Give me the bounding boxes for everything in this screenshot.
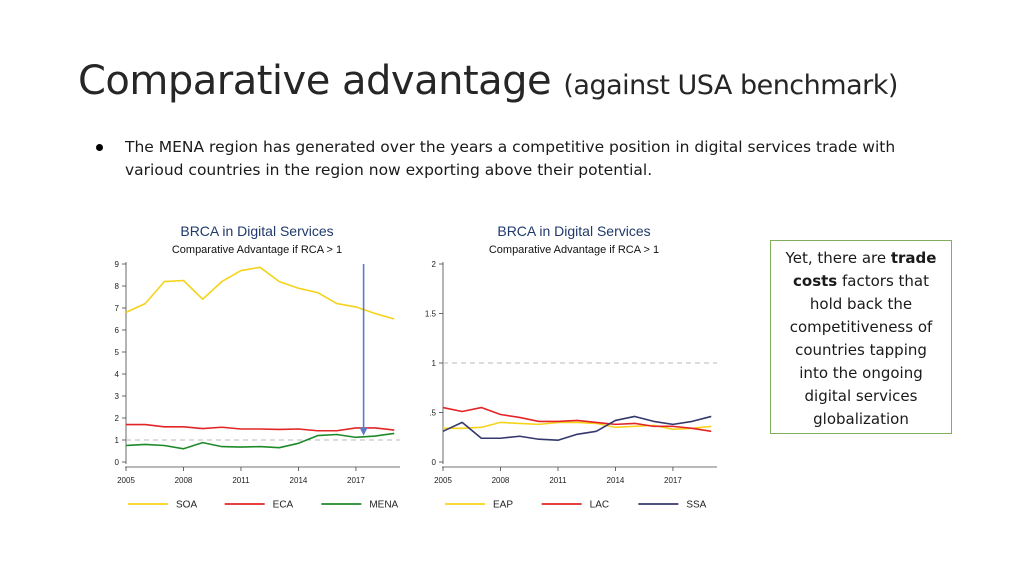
- chart2-subtitle: Comparative Advantage if RCA > 1: [489, 244, 659, 256]
- chart2-legend-label-lac: LAC: [590, 500, 609, 511]
- chart1-y-tick-label: 7: [115, 304, 120, 313]
- chart1-x-tick-label: 2011: [232, 476, 250, 485]
- bullet-dot-icon: [96, 144, 103, 151]
- chart2-y-tick-label: 0: [432, 458, 437, 467]
- chart2-y-tick-label: 1.5: [425, 310, 437, 319]
- chart1-series-mena: [125, 432, 395, 450]
- chart1-y-tick-label: 5: [115, 348, 120, 357]
- chart2-title: BRCA in Digital Services: [497, 223, 650, 239]
- chart2-x-tick-label: 2011: [549, 476, 567, 485]
- chart1-x-tick-label: 2017: [347, 476, 365, 485]
- chart2-y-tick-label: 1: [432, 359, 437, 368]
- chart1-y-tick-label: 2: [115, 414, 120, 423]
- chart1-marker-arrow-head: [359, 427, 368, 436]
- chart2-series-lac: [442, 406, 712, 433]
- bullet-point: The MENA region has generated over the y…: [96, 136, 926, 182]
- chart2-x-tick-label: 2017: [664, 476, 682, 485]
- callout-text-1: Yet, there are: [785, 249, 891, 267]
- callout-box: Yet, there are trade costs factors that …: [770, 240, 952, 434]
- chart-brca-right: BRCA in Digital Services Comparative Adva…: [425, 220, 727, 520]
- chart1-y-tick-label: 6: [115, 326, 120, 335]
- chart1-subtitle: Comparative Advantage if RCA > 1: [172, 244, 342, 256]
- chart2-y-tick-label: 2: [432, 260, 437, 269]
- chart1-series-soa: [125, 266, 395, 320]
- title-subtitle: (against USA benchmark): [563, 70, 898, 101]
- chart1-y-tick-label: 0: [115, 458, 120, 467]
- chart2-x-tick-label: 2005: [434, 476, 452, 485]
- chart2-x-tick-label: 2008: [492, 476, 510, 485]
- chart1-legend-label-eca: ECA: [273, 500, 294, 511]
- chart1-title: BRCA in Digital Services: [180, 223, 333, 239]
- callout-text-2: factors that hold back the competitivene…: [789, 272, 933, 428]
- slide-title: Comparative advantage (against USA bench…: [78, 58, 898, 104]
- title-main: Comparative advantage: [78, 58, 552, 104]
- chart1-x-tick-label: 2008: [175, 476, 193, 485]
- chart1-y-tick-label: 3: [115, 392, 120, 401]
- chart1-legend-label-mena: MENA: [369, 500, 398, 511]
- chart2-series-ssa: [442, 415, 712, 442]
- chart-left-svg: BRCA in Digital Services Comparative Adva…: [115, 223, 400, 511]
- chart1-y-tick-label: 1: [115, 436, 120, 445]
- chart1-legend-label-soa: SOA: [176, 500, 197, 511]
- chart1-y-tick-label: 9: [115, 260, 120, 269]
- chart2-y-tick-label: .5: [429, 409, 436, 418]
- chart2-series-eap: [443, 421, 712, 431]
- bullet-text: The MENA region has generated over the y…: [125, 138, 896, 179]
- chart2-x-tick-label: 2014: [607, 476, 625, 485]
- chart1-x-tick-label: 2005: [117, 476, 135, 485]
- callout-bold: trade costs: [793, 249, 937, 290]
- chart-brca-left: BRCA in Digital Services Comparative Adva…: [108, 220, 410, 520]
- chart1-y-tick-label: 8: [115, 282, 120, 291]
- chart1-series-eca: [126, 423, 395, 432]
- chart2-legend-label-ssa: SSA: [686, 500, 706, 511]
- chart1-y-tick-label: 4: [115, 370, 120, 379]
- chart1-x-tick-label: 2014: [290, 476, 308, 485]
- chart-right-svg: BRCA in Digital Services Comparative Adva…: [425, 223, 717, 511]
- chart2-legend-label-eap: EAP: [493, 500, 513, 511]
